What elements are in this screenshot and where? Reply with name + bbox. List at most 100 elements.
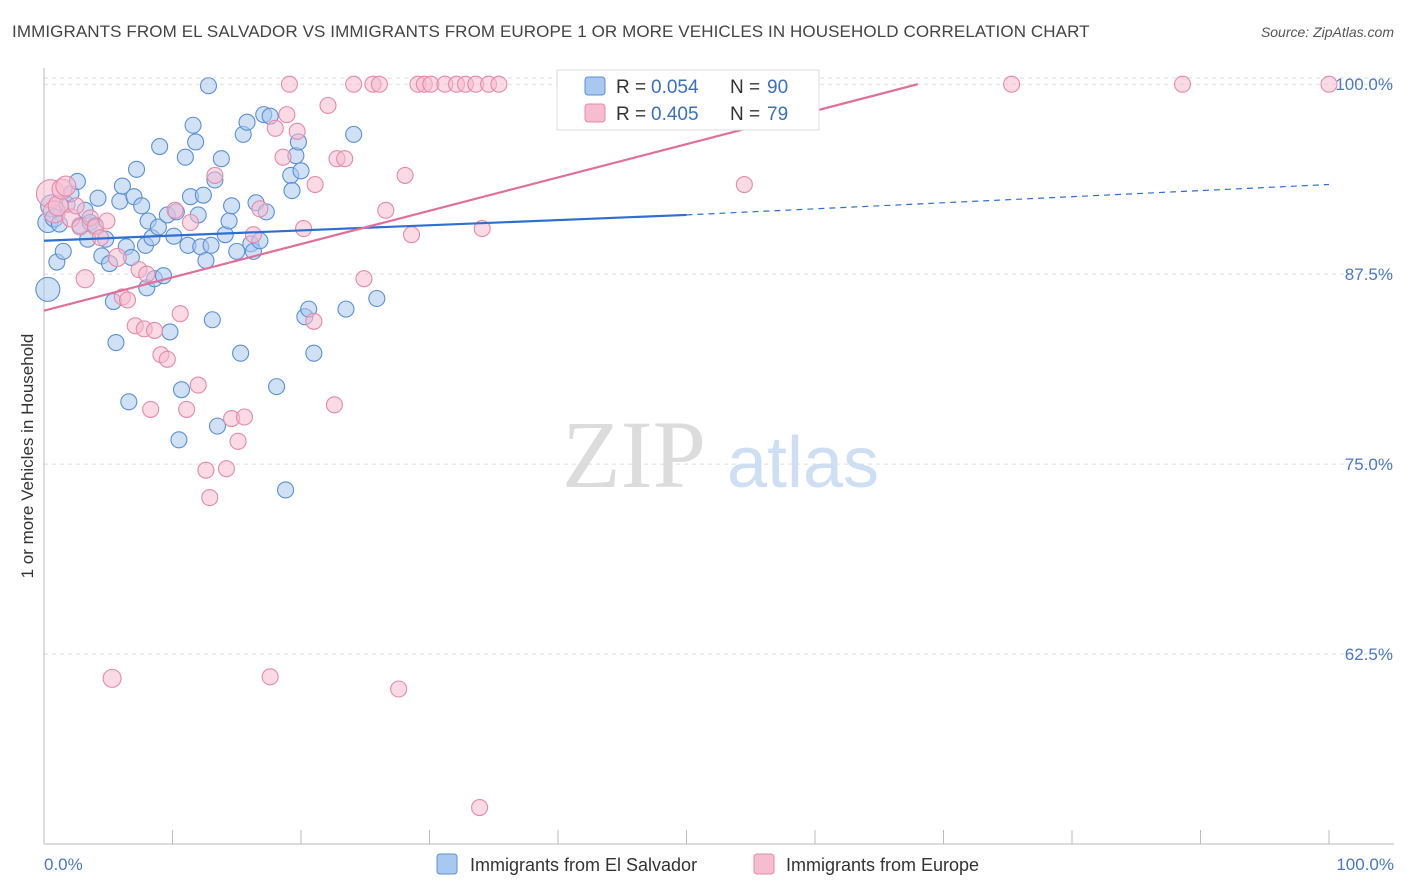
el-salvador-point-75: [283, 182, 301, 200]
el-salvador-point-1: [35, 276, 61, 302]
europe-point-52: [345, 75, 363, 93]
europe-point-32: [206, 166, 224, 184]
bottom-legend-swatch-pink: [753, 853, 775, 875]
europe-point-14: [107, 247, 127, 268]
el-salvador-point-6: [54, 242, 72, 260]
europe-point-55: [370, 75, 388, 93]
europe-point-31: [201, 488, 219, 507]
series-europe-points: [35, 75, 1338, 817]
legend: R = 0.054 N = 90 R = 0.405 N = 79: [556, 69, 820, 131]
europe-point-30: [197, 461, 215, 479]
europe-point-45: [295, 220, 313, 238]
el-salvador-point-47: [187, 133, 205, 151]
el-salvador-point-57: [212, 150, 230, 168]
el-salvador-point-20: [107, 334, 125, 352]
el-salvador-point-56: [208, 417, 227, 435]
europe-point-51: [336, 150, 354, 168]
el-salvador-point-22: [113, 177, 131, 195]
legend-r-value-1: 0.054: [651, 77, 699, 98]
europe-point-47: [305, 312, 323, 330]
europe-point-46: [306, 175, 324, 194]
europe-point-68: [473, 220, 491, 238]
legend-n-label-1: N =: [730, 77, 760, 98]
europe-point-58: [396, 166, 414, 184]
el-salvador-point-54: [203, 311, 221, 329]
el-salvador-point-61: [228, 242, 246, 260]
el-salvador-point-43: [176, 148, 194, 166]
el-salvador-point-41: [170, 431, 188, 449]
el-salvador-point-15: [89, 189, 107, 207]
europe-point-28: [181, 213, 200, 232]
el-salvador-point-81: [305, 344, 323, 362]
europe-point-43: [280, 75, 298, 93]
europe-point-26: [171, 305, 189, 323]
europe-point-27: [178, 400, 196, 418]
grid-lines: [44, 77, 1394, 655]
europe-point-57: [390, 680, 408, 698]
chart-title: IMMIGRANTS FROM EL SALVADOR VS IMMIGRANT…: [12, 22, 1090, 41]
europe-point-36: [235, 408, 254, 426]
el-salvador-point-83: [345, 125, 363, 143]
europe-point-6: [67, 197, 85, 215]
europe-point-13: [102, 668, 122, 688]
el-salvador-point-60: [223, 197, 241, 215]
europe-point-49: [325, 396, 343, 414]
el-salvador-point-78: [292, 162, 310, 180]
y-tick-label-1: 75.0%: [1345, 455, 1393, 474]
el-salvador-point-73: [277, 481, 295, 499]
el-salvador-point-82: [337, 300, 355, 318]
europe-point-67: [471, 798, 489, 817]
el-salvador-point-72: [268, 378, 286, 396]
europe-point-59: [402, 226, 421, 244]
watermark-zip: ZIP: [562, 401, 706, 508]
bottom-legend-label-el-salvador: Immigrants from El Salvador: [470, 855, 697, 875]
el-salvador-point-21: [111, 192, 129, 210]
europe-point-4: [55, 175, 77, 197]
el-salvador-point-50: [194, 186, 212, 204]
el-salvador-point-51: [197, 251, 215, 270]
el-salvador-point-84: [368, 289, 386, 308]
europe-point-70: [490, 75, 508, 93]
europe-point-72: [735, 175, 753, 194]
el-salvador-point-59: [220, 212, 238, 230]
legend-n-value-2: 79: [767, 104, 788, 125]
el-salvador-point-27: [127, 160, 146, 178]
europe-point-38: [251, 200, 269, 218]
europe-point-20: [138, 265, 156, 283]
europe-point-42: [278, 106, 296, 124]
europe-point-56: [377, 201, 395, 219]
europe-point-40: [266, 119, 284, 137]
europe-point-29: [189, 376, 207, 394]
europe-point-75: [1003, 75, 1021, 93]
legend-swatch-blue: [584, 76, 606, 96]
legend-r-label-2: R =: [616, 104, 646, 125]
el-salvador-point-46: [184, 116, 202, 134]
europe-point-24: [158, 350, 176, 368]
y-tick-label-2: 87.5%: [1345, 265, 1393, 284]
europe-point-77: [1320, 75, 1338, 93]
europe-point-22: [145, 321, 164, 339]
bottom-legend-label-europe: Immigrants from Europe: [786, 855, 979, 875]
europe-point-44: [288, 122, 306, 140]
el-salvador-point-35: [151, 137, 169, 156]
europe-point-12: [98, 212, 116, 230]
europe-point-25: [166, 201, 184, 219]
europe-point-48: [319, 96, 337, 115]
europe-point-53: [355, 270, 373, 288]
y-axis-label: 1 or more Vehicles in Household: [18, 334, 37, 579]
legend-r-label-1: R =: [616, 77, 646, 98]
el-salvador-point-42: [172, 381, 191, 399]
y-tick-label-3: 100.0%: [1335, 75, 1393, 94]
europe-point-39: [261, 668, 279, 686]
x-tick-label-max: 100.0%: [1336, 855, 1394, 874]
source-label: Source: ZipAtlas.com: [1260, 24, 1394, 40]
europe-point-35: [229, 432, 247, 450]
legend-r-value-2: 0.405: [651, 104, 699, 125]
el-salvador-point-24: [120, 393, 138, 411]
el-salvador-point-53: [202, 236, 220, 254]
europe-point-76: [1173, 75, 1192, 93]
europe-point-41: [274, 148, 292, 166]
legend-n-value-1: 90: [767, 77, 788, 98]
x-axis-ticks: [43, 830, 1330, 844]
europe-point-8: [75, 269, 95, 289]
